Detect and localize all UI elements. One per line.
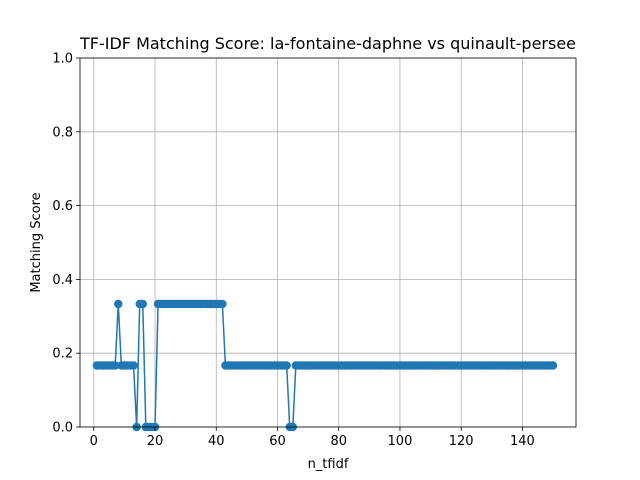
x-tick-label: 60 — [269, 434, 286, 449]
x-tick-label: 140 — [510, 434, 535, 449]
data-point — [129, 361, 138, 370]
plot-border — [79, 57, 577, 428]
y-tick-label: 0.6 — [52, 199, 73, 214]
data-point — [114, 299, 123, 309]
x-tick-label: 20 — [147, 434, 164, 449]
x-tick-label: 100 — [388, 434, 413, 449]
y-tick-label: 0.2 — [52, 347, 73, 362]
data-point — [138, 299, 147, 309]
x-tick-label: 40 — [208, 434, 225, 449]
data-point — [111, 361, 120, 370]
x-axis-label: n_tfidf — [308, 457, 349, 472]
data-point — [548, 361, 558, 370]
y-axis-label: Matching Score — [29, 192, 44, 292]
y-tick-label: 0.4 — [52, 273, 73, 288]
data-point — [218, 299, 227, 309]
data-point — [282, 361, 291, 370]
series-layer — [92, 299, 558, 432]
plot-frame — [79, 57, 577, 428]
x-tick-label: 0 — [90, 434, 98, 449]
chart-title: TF-IDF Matching Score: la-fontaine-daphn… — [79, 34, 576, 53]
y-tick-label: 1.0 — [52, 52, 73, 67]
x-tick-label: 80 — [330, 434, 347, 449]
axis-ticks: 0 20 40 60 80 100 120 140 0.0 0.2 0.4 0.6 0.8 1.0 — [52, 52, 535, 450]
x-tick-label: 120 — [449, 434, 474, 449]
y-tick-label: 0.0 — [52, 421, 73, 436]
y-tick-label: 0.8 — [52, 125, 73, 140]
